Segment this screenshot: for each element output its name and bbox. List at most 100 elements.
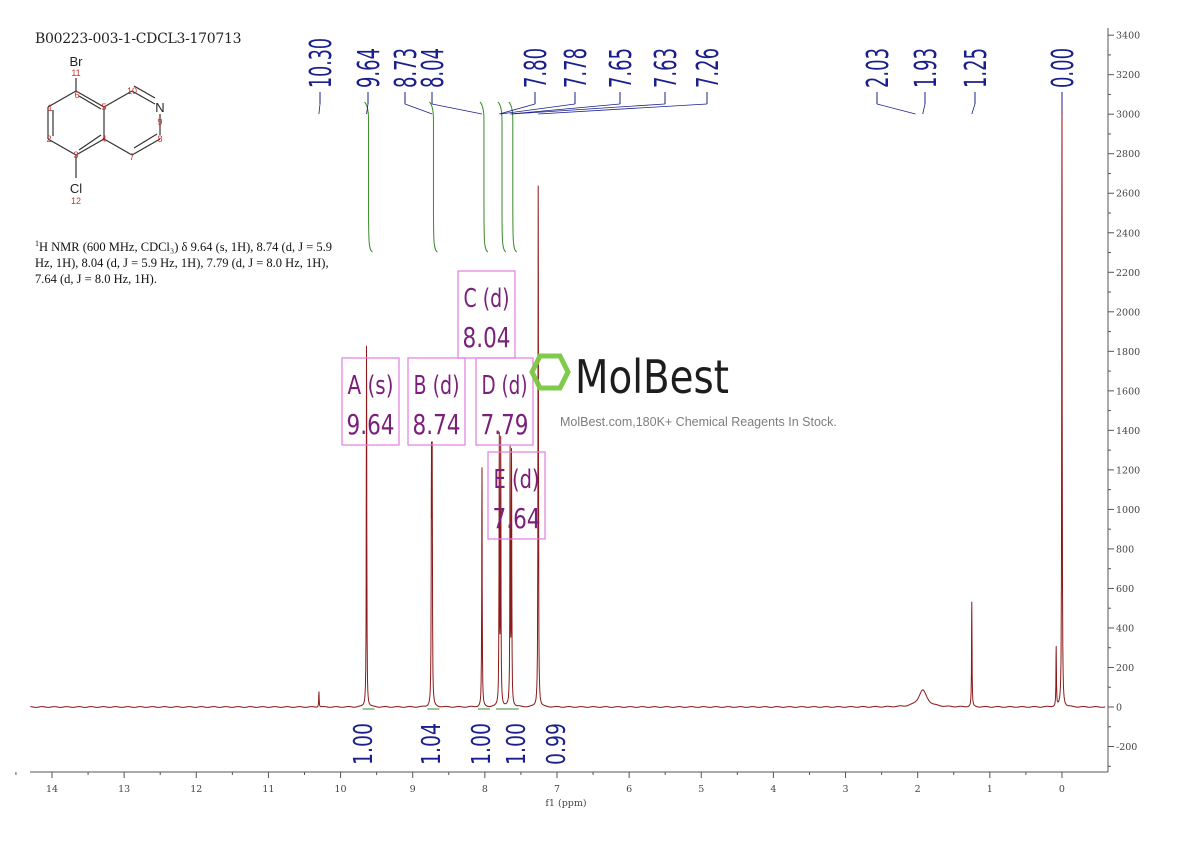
atom-number: 12 bbox=[71, 196, 81, 206]
multiplet-label: D (d) bbox=[482, 371, 528, 401]
y-tick-label: 800 bbox=[1116, 544, 1134, 555]
peak-label-leader bbox=[511, 103, 666, 115]
multiplet-shift: 8.74 bbox=[413, 408, 461, 441]
peak-label: 7.78 bbox=[559, 48, 594, 88]
molecule-structure bbox=[47, 78, 161, 178]
peak-label-leader bbox=[499, 103, 536, 115]
y-tick-label: 2600 bbox=[1116, 189, 1140, 200]
x-tick-label: 12 bbox=[190, 784, 202, 795]
multiplet-shift: 8.04 bbox=[463, 321, 511, 354]
y-tick-label: -200 bbox=[1116, 742, 1137, 753]
peak-label: 7.80 bbox=[519, 48, 554, 88]
integral-value: 0.99 bbox=[542, 723, 572, 765]
x-tick-label: 9 bbox=[410, 784, 416, 795]
multiplet-shift: 7.79 bbox=[481, 408, 529, 441]
peak-label: 8.04 bbox=[416, 48, 451, 88]
y-tick-label: 2400 bbox=[1116, 228, 1140, 239]
y-tick-label: 1000 bbox=[1116, 505, 1140, 516]
integral-curve bbox=[497, 101, 507, 253]
peak-label-leader bbox=[500, 103, 576, 115]
atom-cl: Cl bbox=[70, 181, 82, 196]
atom-number: 5 bbox=[101, 102, 106, 112]
peak-label: 1.25 bbox=[959, 48, 994, 88]
y-tick-label: 600 bbox=[1116, 584, 1134, 595]
peak-label-leader bbox=[538, 103, 708, 115]
peak-label: 1.93 bbox=[909, 48, 944, 88]
peak-label: 2.03 bbox=[861, 48, 896, 88]
nmr-description-text: H NMR (600 MHz, CDCl₃) δ 9.64 (s, 1H), 8… bbox=[35, 240, 332, 287]
integral-curve bbox=[429, 101, 438, 253]
x-tick-label: 2 bbox=[915, 784, 921, 795]
x-axis-label: f1 (ppm) bbox=[545, 798, 586, 809]
multiplet-box: B (d) 8.74 bbox=[407, 357, 466, 446]
peak-label: 7.65 bbox=[604, 48, 639, 88]
x-tick-label: 1 bbox=[987, 784, 993, 795]
multiplet-label: B (d) bbox=[414, 371, 460, 401]
y-tick-label: 1800 bbox=[1116, 347, 1140, 358]
atom-number: 7 bbox=[129, 152, 134, 162]
peak-label: 9.64 bbox=[352, 48, 387, 88]
nmr-description: 1H NMR (600 MHz, CDCl₃) δ 9.64 (s, 1H), … bbox=[35, 236, 335, 287]
y-tick-label: 3000 bbox=[1116, 110, 1140, 121]
peak-label-leader bbox=[876, 103, 916, 115]
atom-br: Br bbox=[70, 54, 84, 69]
y-tick-label: 0 bbox=[1116, 703, 1122, 714]
x-tick-label: 5 bbox=[698, 784, 704, 795]
x-tick-label: 0 bbox=[1059, 784, 1065, 795]
y-tick-label: 1200 bbox=[1116, 465, 1140, 476]
atom-n: N bbox=[155, 100, 164, 115]
y-tick-label: 2800 bbox=[1116, 149, 1140, 160]
peak-label: 7.26 bbox=[691, 48, 726, 88]
x-tick-label: 13 bbox=[118, 784, 130, 795]
peak-label-leader bbox=[971, 103, 976, 115]
multiplet-label: C (d) bbox=[464, 284, 510, 314]
x-tick-label: 3 bbox=[843, 784, 849, 795]
atom-number: 9 bbox=[157, 117, 162, 127]
atom-number: 2 bbox=[46, 134, 51, 144]
watermark-brand: MolBest bbox=[575, 350, 729, 404]
sample-id: B00223-003-1-CDCL3-170713 bbox=[35, 31, 242, 47]
peak-label-leader bbox=[431, 103, 483, 115]
hexagon-logo-icon bbox=[529, 353, 571, 391]
atom-number: 1 bbox=[47, 103, 52, 113]
peak-label-leader bbox=[366, 103, 369, 115]
integral-curve bbox=[364, 101, 373, 253]
y-tick-label: 400 bbox=[1116, 623, 1134, 634]
peak-label: 10.30 bbox=[304, 38, 339, 88]
atom-number: 3 bbox=[73, 150, 78, 160]
molbest-watermark: MolBest MolBest.com,180K+ Chemical Reage… bbox=[529, 350, 837, 429]
atom-number: 11 bbox=[71, 68, 80, 78]
y-tick-label: 200 bbox=[1116, 663, 1134, 674]
multiplet-box: E (d) 7.64 bbox=[487, 451, 546, 540]
integral-value: 1.04 bbox=[417, 723, 447, 765]
multiplet-label: A (s) bbox=[348, 371, 394, 401]
peak-label-leader bbox=[318, 103, 321, 115]
x-tick-label: 7 bbox=[554, 784, 560, 795]
multiplet-shift: 9.64 bbox=[347, 408, 395, 441]
atom-number: 4 bbox=[101, 134, 106, 144]
multiplet-shift: 7.64 bbox=[493, 502, 541, 535]
watermark-tagline: MolBest.com,180K+ Chemical Reagents In S… bbox=[560, 415, 837, 429]
x-tick-label: 8 bbox=[482, 784, 488, 795]
spectrum-line bbox=[30, 102, 1106, 708]
y-tick-label: 3400 bbox=[1116, 31, 1140, 42]
peak-label: 0.00 bbox=[1046, 48, 1081, 88]
multiplet-box: D (d) 7.79 bbox=[475, 357, 534, 446]
multiplet-label: E (d) bbox=[494, 465, 540, 495]
y-tick-label: 1400 bbox=[1116, 426, 1140, 437]
peak-label-leader bbox=[510, 103, 621, 115]
isotope-superscript: 1 bbox=[35, 239, 39, 248]
integral-value: 1.00 bbox=[349, 723, 379, 765]
x-tick-label: 11 bbox=[262, 784, 274, 795]
y-tick-label: 2200 bbox=[1116, 268, 1140, 279]
peak-label-leader bbox=[404, 103, 433, 115]
y-tick-label: 2000 bbox=[1116, 307, 1140, 318]
x-tick-label: 10 bbox=[335, 784, 347, 795]
atom-number: 6 bbox=[74, 90, 79, 100]
integral-value: 1.00 bbox=[502, 723, 532, 765]
x-tick-label: 6 bbox=[626, 784, 632, 795]
integral-value: 1.00 bbox=[467, 723, 497, 765]
y-tick-label: 3200 bbox=[1116, 70, 1140, 81]
integral-curve bbox=[479, 101, 489, 253]
peak-label: 8.73 bbox=[389, 48, 424, 88]
